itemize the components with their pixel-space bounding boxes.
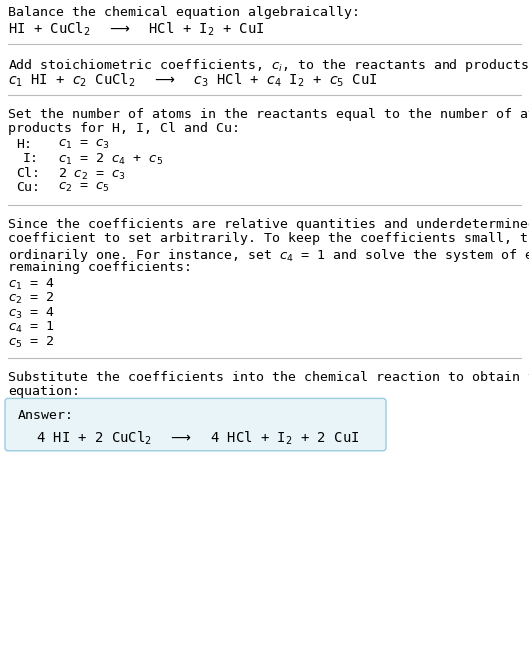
Text: products for H, I, Cl and Cu:: products for H, I, Cl and Cu: bbox=[8, 122, 240, 135]
Text: $c_1$ HI + $c_2$ CuCl$_2$  $\longrightarrow$  $c_3$ HCl + $c_4$ I$_2$ + $c_5$ Cu: $c_1$ HI + $c_2$ CuCl$_2$ $\longrightarr… bbox=[8, 72, 377, 89]
Text: Substitute the coefficients into the chemical reaction to obtain the balanced: Substitute the coefficients into the che… bbox=[8, 371, 529, 384]
Text: 2 $c_2$ = $c_3$: 2 $c_2$ = $c_3$ bbox=[58, 167, 126, 182]
Text: Add stoichiometric coefficients, $c_i$, to the reactants and products:: Add stoichiometric coefficients, $c_i$, … bbox=[8, 57, 529, 74]
Text: $c_3$ = 4: $c_3$ = 4 bbox=[8, 305, 55, 320]
Text: coefficient to set arbitrarily. To keep the coefficients small, the arbitrary va: coefficient to set arbitrarily. To keep … bbox=[8, 232, 529, 245]
Text: I:: I: bbox=[23, 152, 39, 165]
Text: $c_1$ = 4: $c_1$ = 4 bbox=[8, 276, 55, 292]
FancyBboxPatch shape bbox=[5, 399, 386, 451]
Text: 4 HI + 2 CuCl$_2$  $\longrightarrow$  4 HCl + I$_2$ + 2 CuI: 4 HI + 2 CuCl$_2$ $\longrightarrow$ 4 HC… bbox=[36, 430, 359, 447]
Text: $c_5$ = 2: $c_5$ = 2 bbox=[8, 334, 54, 349]
Text: Cl:: Cl: bbox=[16, 167, 40, 180]
Text: $c_1$ = $c_3$: $c_1$ = $c_3$ bbox=[58, 138, 110, 151]
Text: H:: H: bbox=[16, 138, 32, 151]
Text: equation:: equation: bbox=[8, 386, 80, 399]
Text: Balance the chemical equation algebraically:: Balance the chemical equation algebraica… bbox=[8, 6, 360, 19]
Text: ordinarily one. For instance, set $c_4$ = 1 and solve the system of equations fo: ordinarily one. For instance, set $c_4$ … bbox=[8, 247, 529, 264]
Text: Answer:: Answer: bbox=[18, 410, 74, 422]
Text: $c_2$ = $c_5$: $c_2$ = $c_5$ bbox=[58, 181, 110, 194]
Text: Cu:: Cu: bbox=[16, 181, 40, 194]
Text: $c_1$ = 2 $c_4$ + $c_5$: $c_1$ = 2 $c_4$ + $c_5$ bbox=[58, 152, 163, 168]
Text: Set the number of atoms in the reactants equal to the number of atoms in the: Set the number of atoms in the reactants… bbox=[8, 108, 529, 121]
Text: HI + CuCl$_2$  $\longrightarrow$  HCl + I$_2$ + CuI: HI + CuCl$_2$ $\longrightarrow$ HCl + I$… bbox=[8, 21, 264, 38]
Text: remaining coefficients:: remaining coefficients: bbox=[8, 261, 192, 274]
Text: Since the coefficients are relative quantities and underdetermined, choose a: Since the coefficients are relative quan… bbox=[8, 218, 529, 231]
Text: $c_2$ = 2: $c_2$ = 2 bbox=[8, 291, 54, 306]
Text: $c_4$ = 1: $c_4$ = 1 bbox=[8, 320, 54, 335]
